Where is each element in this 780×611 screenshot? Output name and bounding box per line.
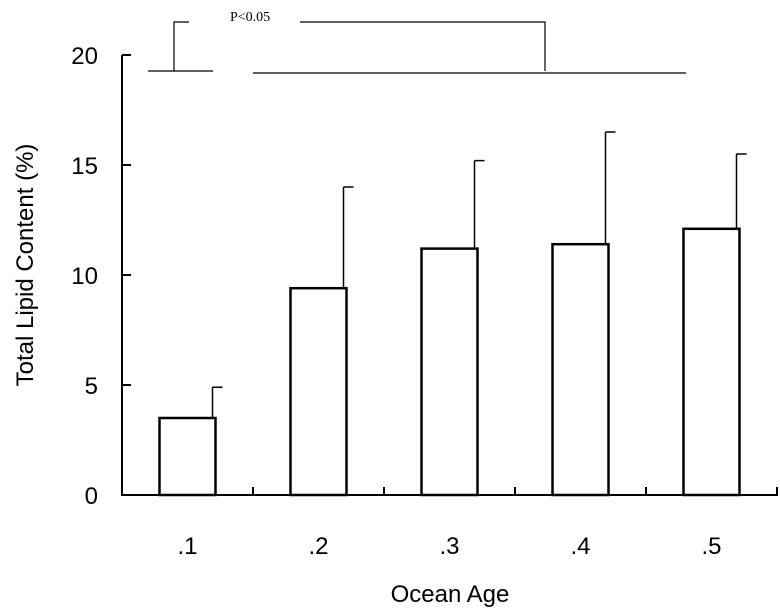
significance-bracket: P<0.05: [148, 10, 686, 74]
bar-2: [289, 286, 348, 497]
bar-4: [551, 242, 610, 497]
y-axis-title: Total Lipid Content (%): [12, 144, 39, 387]
y-tick-label-20: 20: [71, 43, 98, 70]
x-tick-label-3: .3: [439, 533, 459, 560]
x-ticks-group: .1 .2 .3 .4 .5: [177, 487, 778, 560]
bracket-top: [300, 21, 546, 71]
error-bars-group: [211, 131, 747, 418]
bar-5: [682, 227, 741, 497]
y-tick-label-5: 5: [85, 373, 98, 400]
x-tick-label-2: .2: [308, 533, 328, 560]
y-tick-label-15: 15: [71, 153, 98, 180]
y-tick-label-10: 10: [71, 263, 98, 290]
y-tick-label-0: 0: [85, 483, 98, 510]
bars-group: [158, 227, 741, 497]
x-tick-label-4: .4: [570, 533, 590, 560]
bar-1: [158, 416, 217, 497]
x-tick-label-1: .1: [177, 533, 197, 560]
y-ticks-group: 0 5 10 15 20: [71, 43, 131, 510]
x-tick-label-5: .5: [701, 533, 721, 560]
significance-label: P<0.05: [230, 10, 270, 25]
bracket-left-leg: [173, 21, 189, 71]
bar-3: [420, 247, 479, 497]
x-axis-title: Ocean Age: [391, 581, 510, 608]
